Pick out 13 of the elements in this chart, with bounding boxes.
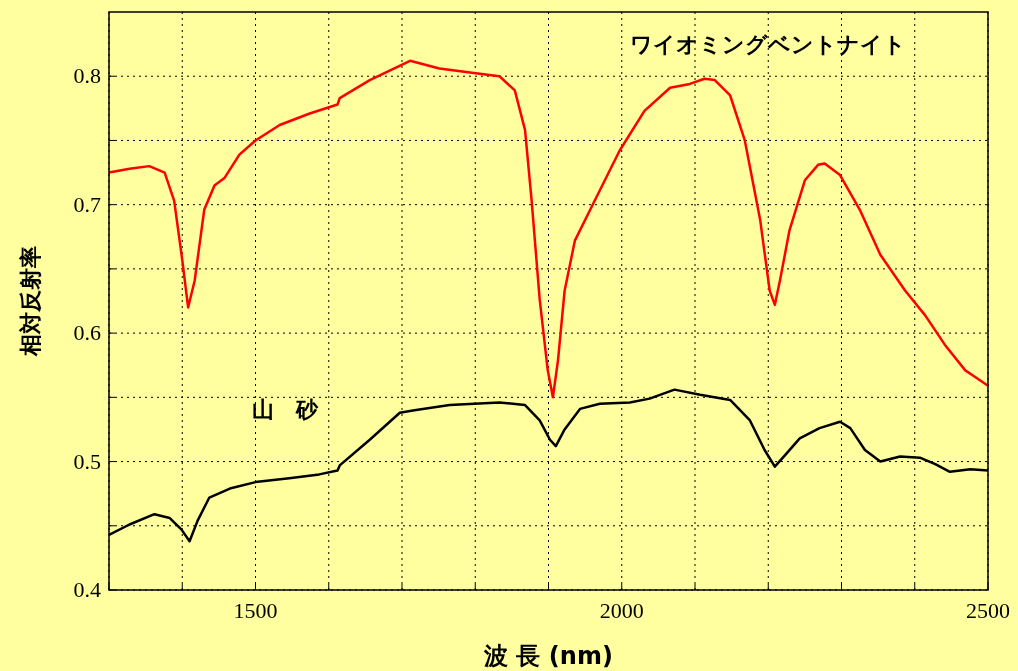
line-series — [107, 59, 990, 399]
y-tick-label: 0.5 — [73, 448, 101, 474]
x-tick-label: 1500 — [233, 598, 278, 623]
y-tick-label: 0.4 — [73, 577, 101, 602]
y-tick-label: 0.7 — [73, 191, 101, 217]
text: 山 砂 — [251, 396, 319, 422]
y-tick-label: 0.8 — [73, 63, 101, 89]
y-axis-title: 相対反射率 — [18, 246, 43, 357]
x-tick-label: 2500 — [966, 598, 1010, 623]
x-axis-title: 波 長 (nm) — [483, 642, 613, 670]
y-tick-label: 0.6 — [73, 320, 101, 346]
x-tick-label: 2000 — [599, 598, 644, 623]
text: ワイオミングベントナイト — [630, 32, 907, 58]
